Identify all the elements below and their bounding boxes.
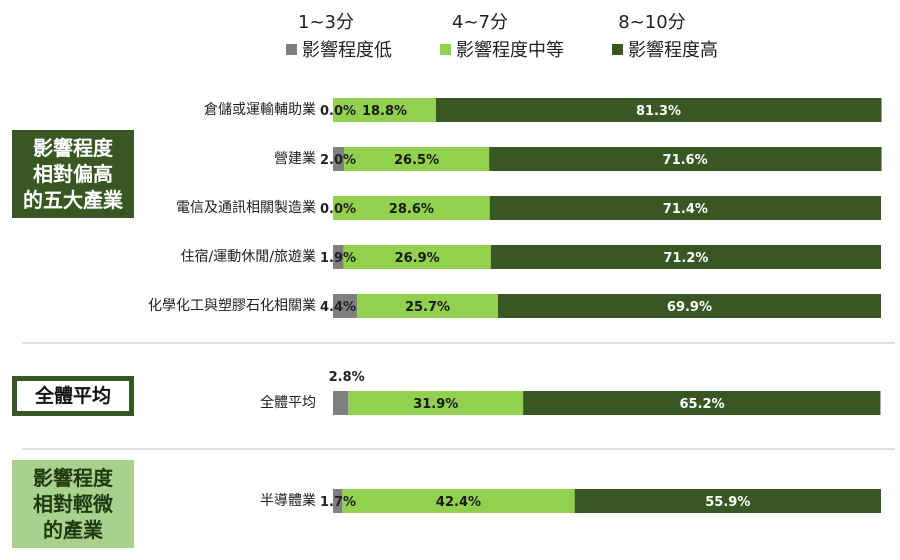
bar-segment: [497, 294, 881, 318]
data-label: 65.2%: [680, 397, 725, 412]
category-label: 營建業: [274, 151, 316, 167]
bar-segment: [489, 147, 882, 171]
data-label: 26.9%: [395, 251, 440, 266]
category-label: 半導體業: [260, 493, 316, 509]
legend-entry: 影響程度中等: [456, 40, 564, 61]
bar-segment: [523, 391, 881, 415]
category-label: 化學化工與塑膠石化相關業: [148, 298, 316, 314]
data-label: 81.3%: [636, 104, 681, 119]
data-label: 0.0%: [320, 202, 356, 217]
data-label: 71.6%: [663, 153, 708, 168]
legend-swatch: [286, 44, 297, 55]
bar-segment: [333, 489, 343, 513]
data-label: 31.9%: [413, 397, 458, 412]
category-label: 電信及通訊相關製造業: [176, 200, 316, 216]
category-label: 全體平均: [260, 394, 316, 411]
legend-range-label: 4~7分: [452, 12, 508, 33]
bar-segment: [490, 245, 881, 269]
bar-segment: [489, 196, 881, 220]
group-label-high-impact: 影響程度 相對偏高 的五大產業: [12, 130, 134, 218]
bar-segment: [348, 391, 524, 415]
bar-segment: [333, 98, 437, 122]
bar-segment: [574, 489, 881, 513]
data-label: 26.5%: [394, 153, 439, 168]
bar-segment: [343, 245, 491, 269]
data-label: 0.0%: [320, 104, 356, 119]
bar-segment: [343, 147, 490, 171]
data-label: 1.9%: [320, 251, 356, 266]
data-label: 4.4%: [320, 300, 356, 315]
legend-swatch: [612, 44, 623, 55]
legend-swatch: [440, 44, 451, 55]
data-label: 1.7%: [320, 495, 356, 510]
bar-segment: [357, 294, 498, 318]
category-label: 倉儲或運輸輔助業: [204, 102, 316, 118]
bar-segment: [333, 294, 358, 318]
data-label: 25.7%: [405, 300, 450, 315]
data-label: 42.4%: [436, 495, 481, 510]
category-label: 住宿/運動休閒/旅遊業: [181, 248, 316, 265]
group-label-average: 全體平均: [12, 376, 134, 416]
bar-segment: [333, 147, 344, 171]
bar-segment: [333, 196, 490, 220]
data-label: 18.8%: [362, 104, 407, 119]
legend-range-label: 8~10分: [618, 12, 685, 33]
legend-entry: 影響程度高: [628, 40, 718, 61]
legend-range-label: 1~3分: [298, 12, 354, 33]
data-label: 2.8%: [329, 370, 365, 385]
group-label-low-impact: 影響程度 相對輕微 的產業: [12, 460, 134, 548]
bar-segment: [333, 391, 349, 415]
legend-entry: 影響程度低: [302, 40, 392, 61]
bar-segment: [342, 489, 575, 513]
data-label: 71.2%: [663, 251, 708, 266]
data-label: 71.4%: [663, 202, 708, 217]
bar-segment: [436, 98, 882, 122]
data-label: 2.0%: [320, 153, 356, 168]
data-label: 55.9%: [705, 495, 750, 510]
data-label: 28.6%: [389, 202, 434, 217]
bar-segment: [333, 245, 344, 269]
data-label: 69.9%: [667, 300, 712, 315]
